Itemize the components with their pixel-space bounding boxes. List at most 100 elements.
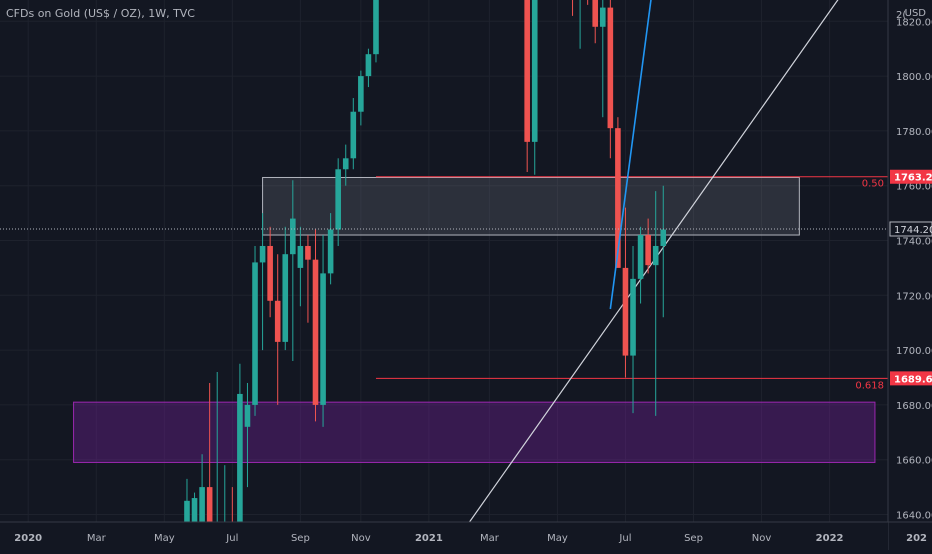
price-tag-0.50: 1763.27	[894, 173, 932, 184]
time-axis	[0, 522, 888, 550]
candle-body	[350, 111, 357, 159]
candle-body	[267, 245, 273, 301]
price-tag-0.50-bg	[890, 169, 932, 184]
time-tick-label: May	[154, 533, 175, 544]
time-tick-label: Sep	[291, 533, 310, 544]
chart-title: CFDs on Gold (US$ / OZ), 1W, TVC	[6, 7, 195, 20]
candle-body	[592, 0, 599, 27]
candle	[297, 226, 304, 307]
candle	[327, 213, 334, 285]
candle-body	[327, 229, 334, 274]
candle-body	[290, 218, 296, 255]
price-tick-label: 1660.00	[896, 456, 932, 467]
candle	[524, 0, 530, 172]
candle	[282, 226, 289, 351]
candle-body	[531, 0, 538, 142]
candle	[615, 117, 621, 268]
candle-body	[252, 262, 258, 405]
time-tick-label: Mar	[87, 533, 107, 544]
candle	[660, 185, 667, 318]
current-price-tag-bg	[889, 221, 932, 237]
time-tick-label: May	[547, 533, 568, 544]
candle-body	[652, 245, 659, 266]
time-tick-label: Mar	[480, 533, 500, 544]
candle-body	[237, 393, 243, 537]
projection-arrow	[609, 0, 652, 310]
candle-body	[184, 500, 190, 537]
candle-body	[342, 158, 349, 170]
candle	[259, 213, 266, 351]
candle-body	[191, 498, 198, 537]
candle-body	[524, 0, 530, 142]
candle-body	[274, 300, 281, 342]
time-tick-label: Jul	[618, 533, 631, 544]
candle-body	[335, 169, 341, 230]
time-tick-label: Nov	[351, 533, 371, 544]
candle-body	[615, 128, 621, 268]
candle-body	[358, 76, 364, 112]
candle	[244, 382, 251, 488]
candle	[290, 180, 296, 362]
candle	[305, 235, 311, 323]
candle	[274, 254, 281, 405]
fib-50-zone	[262, 176, 800, 236]
price-axis	[888, 0, 932, 550]
time-tick-label: Nov	[752, 533, 772, 544]
candle	[579, 0, 581, 49]
candle-body	[373, 0, 379, 55]
price-tick-label: 1760.00	[896, 182, 932, 193]
time-tick-label: Sep	[684, 533, 703, 544]
candle	[607, 0, 614, 159]
currency-label: USD	[904, 8, 926, 19]
price-tick-label: 1740.00	[896, 237, 932, 248]
candle-body	[206, 487, 213, 537]
candle-body	[599, 7, 606, 27]
candle-body	[637, 235, 644, 279]
candle-body	[312, 259, 319, 405]
time-tick-label: 2022	[816, 533, 844, 544]
candle	[373, 0, 379, 63]
price-tick-label: 1640.00	[896, 511, 932, 522]
price-tick-label: 1700.00	[896, 346, 932, 357]
candle	[206, 382, 213, 548]
candle	[252, 245, 258, 416]
price-tick-label: 1800.00	[896, 72, 932, 83]
candle	[652, 191, 659, 416]
candle-body	[297, 245, 304, 268]
candle	[267, 226, 273, 318]
candle	[531, 0, 538, 175]
candle-body	[305, 245, 311, 260]
price-tick-label: 1680.00	[896, 401, 932, 412]
candle-body	[320, 273, 326, 405]
candle-body	[199, 487, 205, 537]
candle	[358, 70, 364, 126]
candle-body	[607, 7, 614, 129]
candle-body	[244, 404, 251, 427]
time-tick-label: Jul	[225, 533, 238, 544]
level-label-0.50: 0.50	[862, 179, 884, 190]
price-tick-label: 1780.00	[896, 127, 932, 138]
time-tick-label: 2021	[415, 533, 443, 544]
candle	[599, 0, 606, 118]
demand-zone-bottom	[73, 401, 876, 463]
current-price-tag: 1744.20	[894, 225, 932, 236]
candle	[637, 226, 644, 304]
candle-body	[622, 267, 629, 356]
candle	[622, 207, 629, 378]
time-tick-label: 2020	[14, 533, 42, 544]
candle	[320, 235, 326, 427]
candle	[237, 363, 243, 542]
candle	[645, 218, 651, 274]
candle-body	[282, 254, 289, 342]
level-label-0.618: 0.618	[855, 380, 884, 391]
price-tag-0.618-bg	[890, 371, 932, 386]
price-tick-label: 1820.00	[896, 17, 932, 28]
candle	[592, 0, 599, 44]
candle	[630, 245, 636, 414]
time-tick-label: 202	[906, 533, 927, 544]
candle-body	[259, 245, 266, 263]
price-tick-label: 2(	[896, 10, 906, 21]
